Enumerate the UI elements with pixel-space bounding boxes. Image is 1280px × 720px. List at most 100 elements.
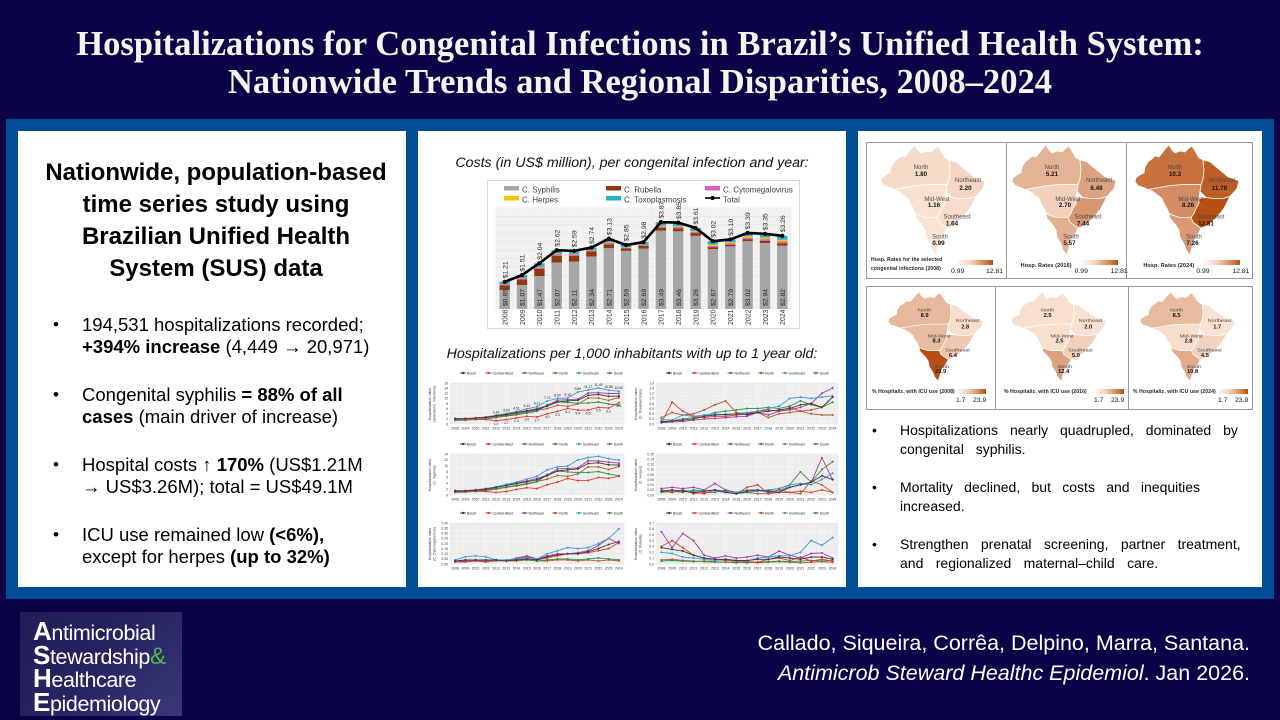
svg-text:2012: 2012 [700, 567, 708, 571]
svg-text:North: North [765, 371, 774, 375]
svg-text:2024: 2024 [829, 427, 837, 431]
svg-text:9.15: 9.15 [564, 393, 571, 397]
svg-text:1.16: 1.16 [928, 202, 941, 209]
svg-text:0.06: 0.06 [647, 478, 654, 482]
svg-text:0.1: 0.1 [649, 556, 654, 560]
svg-text:$3.02: $3.02 [711, 220, 718, 237]
svg-text:0.15: 0.15 [441, 547, 448, 551]
svg-text:Southeast: Southeast [789, 442, 805, 446]
svg-text:Hospitalization rates: Hospitalization rates [428, 528, 432, 561]
svg-text:0.02: 0.02 [647, 488, 654, 492]
svg-text:2022: 2022 [595, 498, 603, 502]
svg-text:2020: 2020 [574, 427, 582, 431]
svg-text:2023: 2023 [818, 498, 826, 502]
svg-text:2008: 2008 [451, 567, 459, 571]
svg-text:$1.07: $1.07 [520, 289, 527, 306]
svg-text:$3.85: $3.85 [676, 202, 683, 219]
svg-text:2021: 2021 [797, 427, 805, 431]
svg-text:Mid-West: Mid-West [928, 334, 952, 340]
svg-text:1.80: 1.80 [915, 171, 928, 178]
svg-text:0.8: 0.8 [649, 402, 654, 406]
svg-text:$3.39: $3.39 [745, 212, 752, 229]
svg-text:Northeast: Northeast [1208, 318, 1232, 324]
svg-text:5.5: 5.5 [586, 411, 591, 415]
svg-text:12: 12 [444, 458, 448, 462]
svg-text:8: 8 [446, 402, 448, 406]
svg-text:0.16: 0.16 [647, 452, 654, 456]
svg-text:2021: 2021 [728, 309, 735, 325]
svg-text:South: South [820, 511, 829, 515]
svg-text:Northeast: Northeast [1086, 178, 1112, 184]
svg-text:2019: 2019 [775, 427, 783, 431]
svg-text:2015: 2015 [523, 567, 531, 571]
svg-text:12: 12 [444, 392, 448, 396]
svg-text:Southeast: Southeast [1074, 215, 1101, 221]
svg-text:2018: 2018 [554, 498, 562, 502]
svg-text:2022: 2022 [595, 567, 603, 571]
svg-text:9.80: 9.80 [575, 387, 582, 391]
svg-text:2021: 2021 [584, 427, 592, 431]
svg-text:2015: 2015 [732, 498, 740, 502]
svg-text:10.92: 10.92 [615, 386, 624, 390]
svg-text:2017: 2017 [543, 498, 551, 502]
svg-text:(C. Syphilis): (C. Syphilis) [433, 465, 437, 484]
svg-text:2012: 2012 [700, 498, 708, 502]
svg-text:2019: 2019 [775, 567, 783, 571]
svg-text:0.10: 0.10 [441, 552, 448, 556]
svg-text:Mid-West: Mid-West [1179, 197, 1205, 203]
svg-text:2018: 2018 [765, 427, 773, 431]
svg-text:(C. Rubella): (C. Rubella) [639, 534, 643, 553]
svg-text:C. Toxoplasmosis: C. Toxoplasmosis [624, 195, 687, 204]
svg-text:11.17: 11.17 [584, 385, 592, 389]
svg-text:2.5: 2.5 [1055, 339, 1063, 345]
svg-text:2019: 2019 [564, 498, 572, 502]
svg-text:1.0: 1.0 [649, 397, 654, 401]
svg-text:1.6: 1.6 [649, 381, 654, 385]
svg-text:2011: 2011 [690, 567, 698, 571]
svg-text:6.5: 6.5 [596, 409, 601, 413]
svg-text:0.2: 0.2 [649, 551, 654, 555]
svg-text:2023: 2023 [763, 309, 770, 325]
svg-text:2017: 2017 [754, 427, 762, 431]
svg-text:$3.46: $3.46 [676, 289, 683, 306]
svg-text:$2.69: $2.69 [641, 289, 648, 306]
svg-text:$3.26: $3.26 [693, 289, 700, 306]
svg-text:0.3: 0.3 [649, 545, 654, 549]
svg-text:Total: Total [723, 195, 740, 204]
svg-text:7.74: 7.74 [544, 396, 551, 400]
svg-text:Southeast: Southeast [1198, 215, 1225, 221]
svg-text:2018: 2018 [676, 309, 683, 325]
svg-text:2011: 2011 [690, 498, 698, 502]
svg-text:4.9: 4.9 [555, 413, 560, 417]
svg-text:Southeast: Southeast [583, 511, 599, 515]
svg-text:2020: 2020 [786, 567, 794, 571]
svg-text:1.7: 1.7 [504, 421, 509, 425]
svg-text:2013: 2013 [711, 567, 719, 571]
svg-text:$2.79: $2.79 [728, 289, 735, 306]
svg-text:C. Cytomegalovirus: C. Cytomegalovirus [723, 185, 793, 194]
svg-text:$2.11: $2.11 [572, 289, 579, 306]
svg-text:12.81: 12.81 [1198, 220, 1214, 227]
svg-text:(C. Cytomegalovirus): (C. Cytomegalovirus) [433, 527, 437, 561]
svg-text:2017: 2017 [754, 567, 762, 571]
svg-text:2008: 2008 [658, 427, 666, 431]
svg-text:2013: 2013 [589, 309, 596, 325]
svg-text:0.4: 0.4 [649, 539, 654, 543]
svg-text:$0.85: $0.85 [502, 289, 509, 306]
svg-text:2008: 2008 [451, 498, 459, 502]
svg-text:Mid-West: Mid-West [1180, 334, 1204, 340]
svg-text:$1.47: $1.47 [537, 289, 544, 306]
svg-text:Northeast: Northeast [1209, 178, 1235, 184]
svg-text:Northeast: Northeast [955, 178, 981, 184]
svg-text:7.44: 7.44 [1077, 220, 1090, 227]
svg-text:Central-West: Central-West [699, 511, 719, 515]
svg-text:0.30: 0.30 [441, 532, 448, 536]
svg-text:0.7: 0.7 [649, 521, 654, 525]
svg-text:2.4: 2.4 [514, 419, 519, 423]
svg-text:Brazil: Brazil [467, 371, 476, 375]
svg-text:South: South [935, 364, 949, 370]
svg-text:Brazil: Brazil [673, 442, 682, 446]
svg-text:6.48: 6.48 [1090, 185, 1103, 192]
svg-text:8.99: 8.99 [554, 393, 561, 397]
svg-text:$3.49: $3.49 [659, 289, 666, 306]
